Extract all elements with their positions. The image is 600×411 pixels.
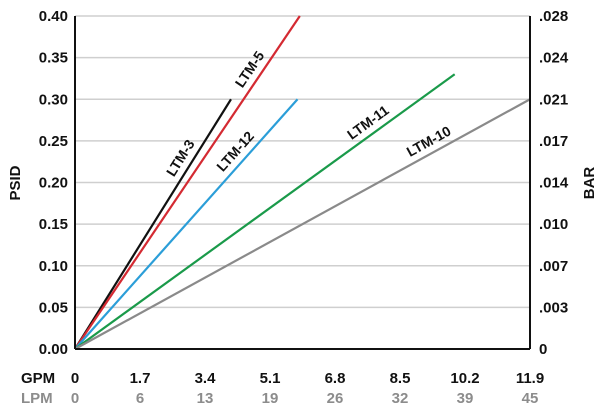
y2-tick-label: 0: [539, 341, 547, 358]
x-tick-label: 11.9: [516, 370, 544, 387]
y2-tick-label: .021: [539, 91, 568, 108]
x-tick-label: 6.8: [325, 370, 346, 387]
x2-axis-title: LPM: [21, 390, 53, 407]
x-tick-label: 0: [71, 370, 79, 387]
y-axis-title: PSID: [7, 165, 24, 200]
x2-tick-labels: 0 6 13 19 26 32 39 45: [71, 390, 539, 407]
y-tick-label: 0.15: [39, 216, 68, 233]
x2-tick-label: 6: [136, 390, 144, 407]
y-tick-label: 0.05: [39, 299, 68, 316]
y-tick-label: 0.40: [39, 8, 68, 25]
series-line-ltm-5: [74, 15, 301, 350]
y2-tick-labels: 0 .003 .007 .010 .014 .017 .021 .024 .028: [539, 8, 569, 358]
y2-tick-label: .028: [539, 8, 568, 25]
series-line-ltm-11: [74, 73, 456, 350]
y-tick-label: 0.35: [39, 50, 68, 67]
x2-tick-label: 45: [522, 390, 539, 407]
series-line-ltm-12: [74, 98, 299, 350]
x2-tick-label: 26: [327, 390, 344, 407]
y2-tick-label: .017: [539, 133, 568, 150]
y-tick-label: 0.10: [39, 258, 68, 275]
y-tick-label: 0.20: [39, 175, 68, 192]
y-tick-label: 0.25: [39, 133, 68, 150]
x-tick-labels: 0 1.7 3.4 5.1 6.8 8.5 10.2 11.9: [71, 370, 544, 387]
y2-axis-title: BAR: [581, 167, 598, 200]
y2-tick-label: .014: [539, 175, 569, 192]
y-tick-labels: 0.00 0.05 0.10 0.15 0.20 0.25 0.30 0.35 0.40: [39, 8, 68, 358]
x2-tick-label: 32: [392, 390, 409, 407]
x2-tick-label: 0: [71, 390, 79, 407]
axes: [74, 16, 531, 350]
y-tick-label: 0.30: [39, 91, 68, 108]
x-axis-title: GPM: [21, 370, 55, 387]
y2-tick-label: .024: [539, 50, 569, 67]
y2-tick-label: .007: [539, 258, 568, 275]
x-tick-label: 5.1: [260, 370, 281, 387]
series-lines: [74, 15, 531, 350]
grid-lines: [75, 15, 530, 309]
series-label: LTM-3: [163, 136, 198, 179]
series-line-ltm-10: [74, 98, 531, 350]
x-tick-label: 3.4: [195, 370, 217, 387]
series-line-ltm-3: [74, 98, 232, 350]
x2-tick-label: 19: [262, 390, 279, 407]
y-tick-label: 0.00: [39, 341, 68, 358]
series-label: LTM-5: [232, 48, 268, 90]
y2-tick-label: .010: [539, 216, 568, 233]
x-tick-label: 8.5: [390, 370, 411, 387]
x2-tick-label: 13: [197, 390, 214, 407]
y2-tick-label: .003: [539, 299, 568, 316]
x-tick-label: 10.2: [450, 370, 479, 387]
x2-tick-label: 39: [457, 390, 474, 407]
x-tick-label: 1.7: [130, 370, 151, 387]
